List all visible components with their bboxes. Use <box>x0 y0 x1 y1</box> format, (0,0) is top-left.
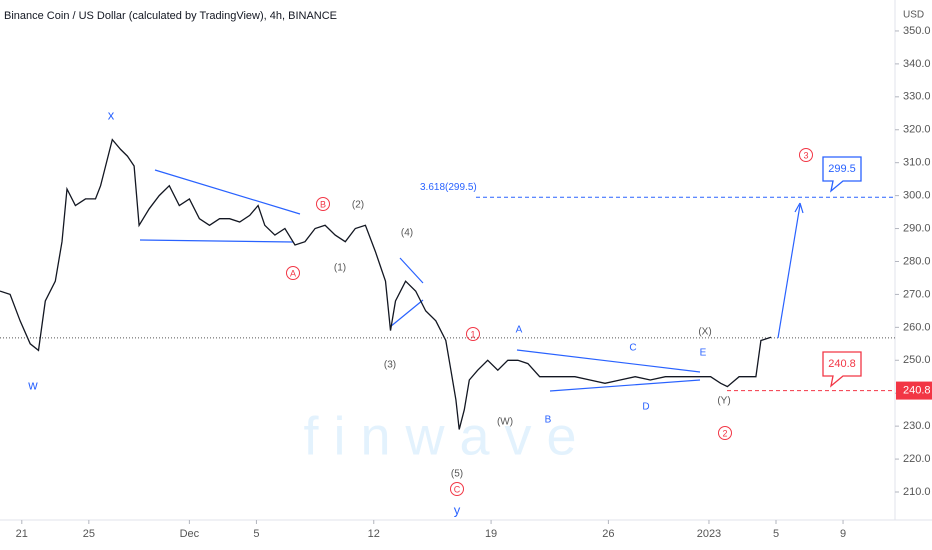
wave-label: (W) <box>497 417 513 428</box>
wave-label: (Y) <box>717 396 730 407</box>
y-tick-label: 320.0 <box>903 124 931 136</box>
trend-line <box>139 239 294 243</box>
wave-label: (3) <box>384 360 396 371</box>
x-tick-label: 26 <box>602 528 614 540</box>
wave-label: (2) <box>352 200 364 211</box>
y-tick-label: 300.0 <box>903 190 931 202</box>
y-tick-label: 250.0 <box>903 354 931 366</box>
y-tick-label: 330.0 <box>903 91 931 103</box>
price-callout <box>822 351 862 388</box>
wave-label: (X) <box>698 327 711 338</box>
projection-arrow <box>777 204 801 339</box>
currency-label: USD <box>903 10 924 21</box>
wave-circle <box>316 197 330 211</box>
axis-price-tag-label: 240.8 <box>903 384 931 396</box>
y-tick-label: 220.0 <box>903 453 931 465</box>
x-tick-label: 12 <box>368 528 380 540</box>
wave-label: (4) <box>401 228 413 239</box>
wave-label: (1) <box>334 263 346 274</box>
wave-circle <box>718 426 732 440</box>
wave-label: 2 <box>722 428 727 438</box>
x-tick-label: 9 <box>840 528 846 540</box>
wave-label: C <box>629 343 636 354</box>
chart-title: Binance Coin / US Dollar (calculated by … <box>4 10 337 22</box>
x-tick-label: Dec <box>180 528 200 540</box>
wave-label: (5) <box>451 469 463 480</box>
price-line <box>0 138 772 430</box>
wave-label: B <box>320 199 326 209</box>
wave-label: A <box>516 325 523 336</box>
wave-label: x <box>108 107 115 122</box>
y-tick-label: 280.0 <box>903 255 931 267</box>
trend-line <box>516 349 701 373</box>
trend-line <box>549 379 701 392</box>
wave-circle <box>450 482 464 496</box>
projection-arrowhead <box>794 202 804 214</box>
y-tick-label: 290.0 <box>903 222 931 234</box>
x-tick-label: 25 <box>83 528 95 540</box>
trend-line <box>154 169 301 215</box>
x-tick-label: 5 <box>253 528 259 540</box>
wave-label: E <box>700 348 707 359</box>
wave-label: 3 <box>803 150 808 160</box>
price-callout-label: 299.5 <box>828 163 856 175</box>
price-callout-label: 240.8 <box>828 358 856 370</box>
y-tick-label: 270.0 <box>903 288 931 300</box>
fib-label: 3.618(299.5) <box>420 182 477 193</box>
axis-price-tag <box>896 381 932 400</box>
trend-line <box>399 257 424 284</box>
x-tick-label: 19 <box>485 528 497 540</box>
wave-circle <box>799 148 813 162</box>
wave-label: y <box>454 502 461 517</box>
wave-label: w <box>27 377 38 392</box>
x-tick-label: 5 <box>773 528 779 540</box>
wave-circle <box>286 266 300 280</box>
y-tick-label: 210.0 <box>903 486 931 498</box>
trend-line <box>389 299 424 328</box>
wave-label: D <box>642 402 649 413</box>
wave-label: C <box>454 484 461 494</box>
y-tick-label: 230.0 <box>903 420 931 432</box>
wave-label: 1 <box>470 329 475 339</box>
wave-label: B <box>545 415 552 426</box>
wave-label: A <box>290 268 296 278</box>
y-tick-label: 340.0 <box>903 58 931 70</box>
price-callout <box>822 156 862 193</box>
y-tick-label: 260.0 <box>903 321 931 333</box>
wave-circle <box>466 327 480 341</box>
x-tick-label: 21 <box>16 528 28 540</box>
y-tick-label: 310.0 <box>903 157 931 169</box>
watermark: f i n w a v e <box>303 406 576 466</box>
y-tick-label: 350.0 <box>903 25 931 37</box>
x-tick-label: 2023 <box>697 528 721 540</box>
